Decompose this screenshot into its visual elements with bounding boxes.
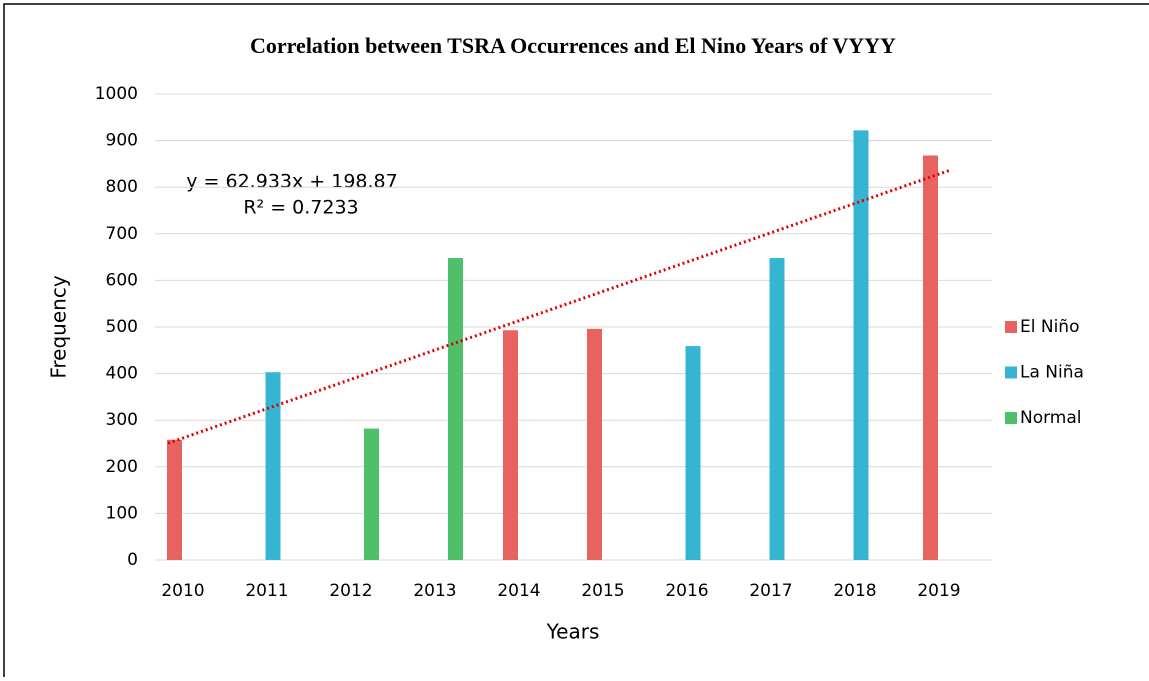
legend-label: La Niña bbox=[1020, 363, 1084, 383]
bar bbox=[364, 428, 379, 560]
bar bbox=[265, 372, 281, 560]
frame bbox=[3, 3, 1149, 681]
trendline-equation: y = 62.933x + 198.87 bbox=[186, 171, 397, 193]
y-tick-label: 600 bbox=[106, 270, 138, 290]
y-tick-label: 900 bbox=[106, 131, 138, 151]
y-tick-label: 800 bbox=[106, 177, 138, 197]
legend-swatch bbox=[1005, 321, 1017, 333]
y-tick-label: 0 bbox=[127, 550, 138, 570]
chart-title: Correlation between TSRA Occurrences and… bbox=[250, 33, 896, 58]
x-tick-label: 2019 bbox=[917, 581, 960, 601]
y-tick-label: 700 bbox=[106, 224, 138, 244]
x-tick-label: 2014 bbox=[497, 581, 540, 601]
trendline-r2: R² = 0.7233 bbox=[243, 197, 358, 219]
y-tick-label: 300 bbox=[106, 410, 138, 430]
bar bbox=[685, 346, 701, 560]
legend-label: El Niño bbox=[1020, 317, 1079, 337]
x-tick-label: 2010 bbox=[161, 581, 204, 601]
x-tick-label: 2012 bbox=[329, 581, 372, 601]
legend-swatch bbox=[1005, 412, 1017, 424]
y-tick-label: 200 bbox=[106, 457, 138, 477]
trendline bbox=[167, 168, 952, 445]
x-tick-label: 2011 bbox=[245, 581, 288, 601]
x-tick-label: 2013 bbox=[413, 581, 456, 601]
y-tick-label: 1000 bbox=[95, 84, 138, 104]
x-tick-label: 2018 bbox=[833, 581, 876, 601]
y-axis-title: Frequency bbox=[47, 275, 71, 378]
y-tick-label: 100 bbox=[106, 503, 138, 523]
bar bbox=[587, 328, 602, 560]
x-tick-label: 2015 bbox=[581, 581, 624, 601]
y-tick-label: 400 bbox=[106, 364, 138, 384]
bar bbox=[503, 330, 518, 560]
x-tick-label: 2017 bbox=[749, 581, 792, 601]
bar bbox=[853, 130, 869, 560]
y-tick-label: 500 bbox=[106, 317, 138, 337]
bar bbox=[167, 439, 182, 560]
bar bbox=[923, 155, 938, 560]
x-tick-label: 2016 bbox=[665, 581, 708, 601]
legend-label: Normal bbox=[1020, 408, 1082, 428]
x-axis-title: Years bbox=[546, 620, 600, 644]
legend-swatch bbox=[1005, 366, 1017, 379]
bar bbox=[448, 258, 463, 560]
bar bbox=[769, 258, 785, 560]
